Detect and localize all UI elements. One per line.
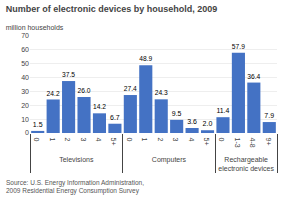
- svg-text:9.5: 9.5: [172, 110, 182, 117]
- svg-text:Number of electronic devices b: Number of electronic devices by househol…: [6, 4, 218, 14]
- svg-text:70: 70: [21, 32, 29, 39]
- svg-text:40: 40: [21, 74, 29, 81]
- svg-text:3.6: 3.6: [187, 118, 197, 125]
- svg-text:7.9: 7.9: [264, 112, 274, 119]
- svg-text:20: 20: [21, 102, 29, 109]
- svg-text:1.5: 1.5: [33, 121, 43, 128]
- svg-text:37.5: 37.5: [62, 71, 75, 78]
- svg-text:2: 2: [157, 138, 164, 142]
- svg-text:Source: U.S. Energy Informatio: Source: U.S. Energy Information Administ…: [6, 179, 144, 195]
- svg-text:Rechargeableelectronic devices: Rechargeableelectronic devices: [218, 156, 274, 172]
- svg-text:24.2: 24.2: [47, 90, 60, 97]
- svg-text:60: 60: [21, 46, 29, 53]
- svg-text:4: 4: [188, 138, 195, 142]
- svg-text:2.0: 2.0: [203, 120, 213, 127]
- svg-text:5+: 5+: [203, 138, 210, 146]
- svg-text:Computers: Computers: [152, 156, 187, 164]
- svg-text:1: 1: [49, 138, 56, 142]
- svg-text:Televisions: Televisions: [59, 156, 94, 163]
- svg-text:24.3: 24.3: [155, 89, 168, 96]
- svg-text:2: 2: [64, 138, 71, 142]
- svg-text:9+: 9+: [265, 138, 272, 146]
- svg-text:0: 0: [218, 138, 225, 142]
- svg-text:14.2: 14.2: [93, 103, 106, 110]
- svg-text:4: 4: [95, 138, 102, 142]
- svg-text:27.4: 27.4: [124, 85, 137, 92]
- svg-text:0: 0: [126, 138, 133, 142]
- svg-text:1: 1: [141, 138, 148, 142]
- svg-text:5+: 5+: [110, 138, 117, 146]
- svg-text:50: 50: [21, 60, 29, 67]
- svg-text:36.4: 36.4: [247, 73, 260, 80]
- svg-text:3: 3: [172, 138, 179, 142]
- svg-text:6.7: 6.7: [110, 114, 120, 121]
- svg-text:30: 30: [21, 88, 29, 95]
- svg-text:57.9: 57.9: [232, 43, 245, 50]
- svg-text:10: 10: [21, 116, 29, 123]
- svg-text:11.4: 11.4: [216, 107, 229, 114]
- svg-text:4-8: 4-8: [249, 138, 256, 148]
- svg-text:26.0: 26.0: [77, 87, 90, 94]
- svg-text:0: 0: [25, 129, 29, 136]
- svg-text:3: 3: [80, 138, 87, 142]
- svg-text:1-3: 1-3: [234, 138, 241, 148]
- svg-text:0: 0: [33, 138, 40, 142]
- svg-text:million households: million households: [6, 24, 64, 31]
- svg-text:48.9: 48.9: [139, 55, 152, 62]
